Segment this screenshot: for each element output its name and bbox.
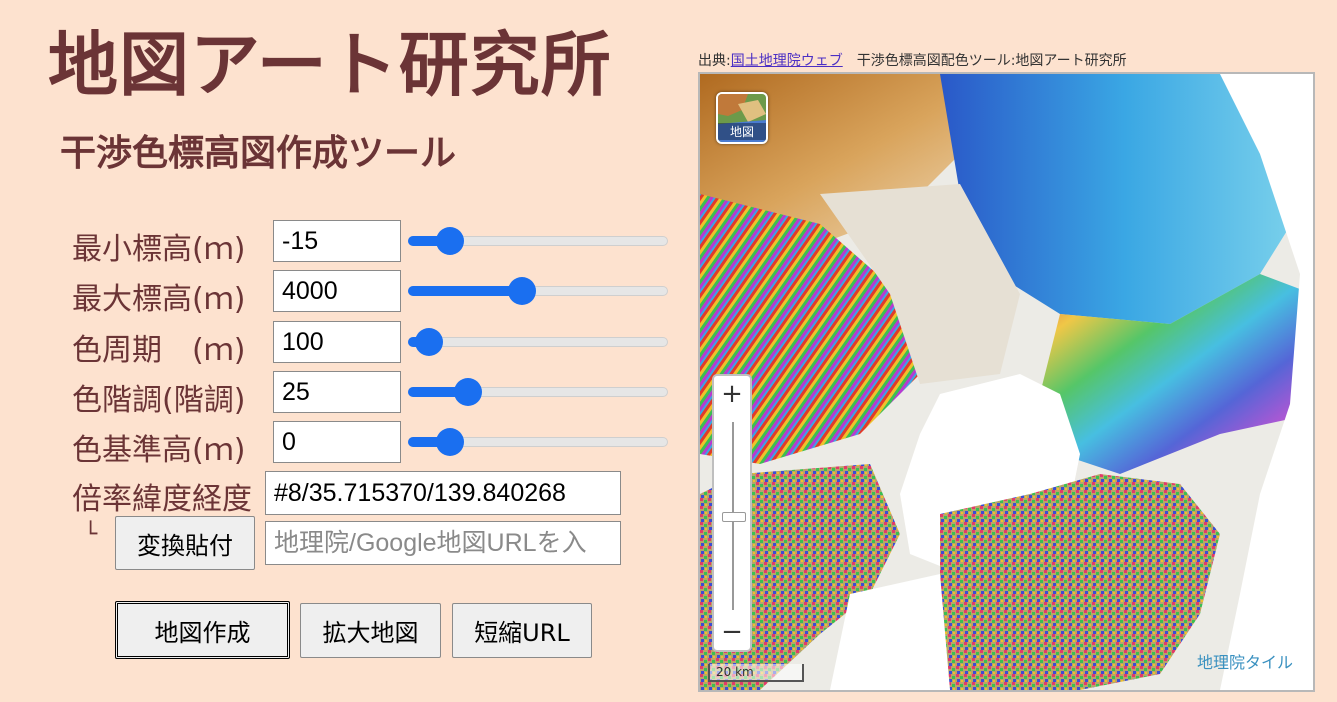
color-base-input[interactable] [273, 421, 401, 463]
eastern-hills [1040, 274, 1313, 474]
slider-fill [408, 236, 450, 246]
map-layer-icon [718, 94, 766, 142]
zoom-in-button[interactable]: + [721, 379, 743, 409]
color-gradation-input[interactable] [273, 371, 401, 413]
enlarge-map-button[interactable]: 拡大地図 [300, 603, 441, 658]
credit-prefix: 出典: [698, 53, 731, 69]
coords-label: 倍率緯度経度 [72, 482, 252, 517]
layer-switch-button[interactable]: 地図 [716, 92, 768, 144]
color-base-label: 色基準高(ｍ) [72, 433, 246, 468]
central-plain [820, 184, 1020, 384]
page-subtitle: 干渉色標高図作成ツール [60, 133, 457, 174]
credit-suffix: 干渉色標高図配色ツール:地図アート研究所 [842, 53, 1127, 69]
min-elevation-slider[interactable] [408, 227, 668, 255]
convert-paste-button[interactable]: 変換貼付 [115, 516, 255, 570]
min-elevation-input[interactable] [273, 220, 401, 262]
slider-thumb[interactable] [453, 378, 482, 406]
slider-thumb[interactable] [508, 277, 537, 305]
map-credit: 出典:国土地理院ウェブ 干渉色標高図配色ツール:地図アート研究所 [698, 50, 1127, 70]
scale-bar: 20 km [708, 664, 804, 682]
boso-peninsula [940, 474, 1220, 690]
color-period-slider[interactable] [408, 328, 668, 356]
color-base-slider[interactable] [408, 428, 668, 456]
slider-thumb[interactable] [435, 227, 464, 255]
color-gradation-slider[interactable] [408, 378, 668, 406]
max-elevation-slider[interactable] [408, 277, 668, 305]
layer-label: 地図 [718, 123, 766, 140]
slider-thumb[interactable] [435, 428, 464, 456]
slider-fill [408, 387, 468, 397]
max-elevation-input[interactable] [273, 270, 401, 312]
color-period-input[interactable] [273, 321, 401, 363]
map-terrain [700, 74, 1313, 690]
slider-thumb[interactable] [414, 328, 443, 356]
make-map-button[interactable]: 地図作成 [115, 601, 290, 659]
zoom-slider-knob[interactable] [722, 512, 746, 522]
southern-sea [830, 574, 950, 690]
map-view[interactable]: 地図 + − 20 km 地理院タイル [698, 72, 1315, 692]
mountain-area [700, 74, 1000, 244]
color-gradation-label: 色階調(階調) [72, 383, 246, 418]
coords-input[interactable] [265, 471, 621, 515]
zoom-control: + − [712, 374, 752, 652]
min-elevation-label: 最小標高(ｍ) [72, 232, 246, 267]
map-url-input[interactable] [265, 521, 621, 565]
slider-track [408, 337, 668, 347]
color-period-label: 色周期 (ｍ) [72, 333, 246, 368]
slider-fill [408, 286, 523, 296]
map-attribution[interactable]: 地理院タイル [1197, 653, 1294, 672]
plateau-area [940, 74, 1310, 324]
short-url-button[interactable]: 短縮URL [452, 603, 592, 658]
corner-indicator: └ [84, 522, 98, 547]
pacific-ocean [1220, 74, 1313, 690]
slider-fill [408, 437, 450, 447]
western-hills [700, 194, 920, 464]
zoom-out-button[interactable]: − [721, 617, 743, 647]
gsi-web-link[interactable]: 国土地理院ウェブ [730, 53, 843, 69]
page-title: 地図アート研究所 [48, 24, 612, 106]
max-elevation-label: 最大標高(ｍ) [72, 282, 246, 317]
